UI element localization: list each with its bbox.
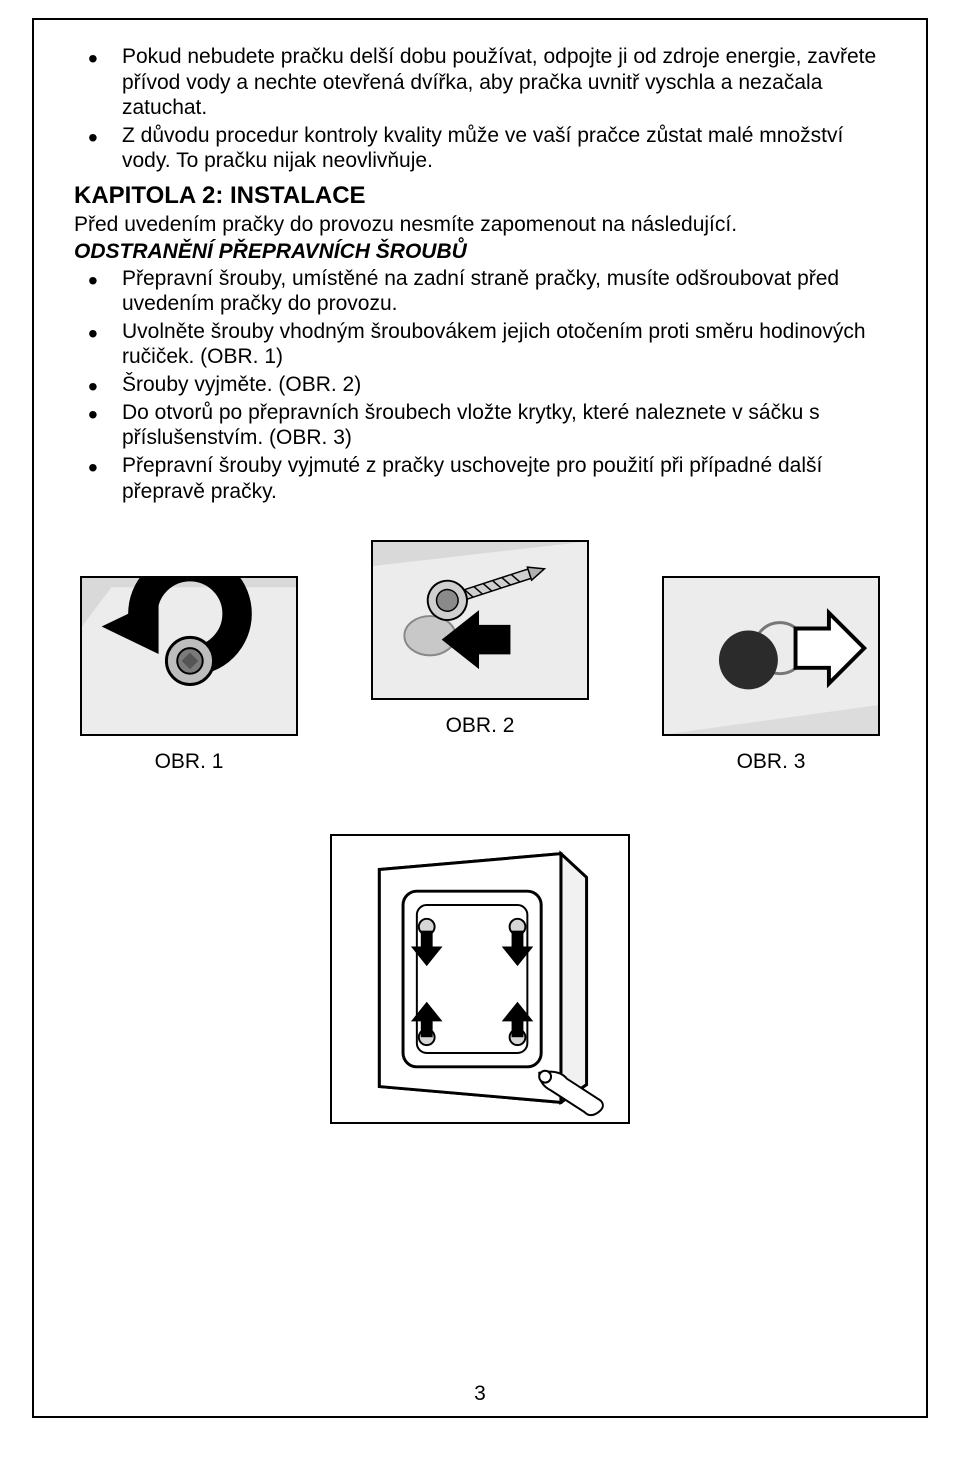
insert-cap-icon — [664, 576, 878, 736]
chapter-intro: Před uvedením pračky do provozu nesmíte … — [74, 212, 886, 238]
chapter-heading: KAPITOLA 2: INSTALACE — [74, 182, 886, 210]
figure-1-caption: OBR. 1 — [155, 750, 224, 774]
bullet-item: Šrouby vyjměte. (OBR. 2) — [74, 372, 886, 398]
bullet-list-sub: Přepravní šrouby, umístěné na zadní stra… — [74, 266, 886, 504]
washer-back-icon — [332, 834, 628, 1124]
figure-1: OBR. 1 — [80, 576, 298, 774]
bullet-item: Uvolněte šrouby vhodným šroubovákem jeji… — [74, 319, 886, 370]
document-page: Pokud nebudete pračku delší dobu používa… — [32, 18, 928, 1418]
figures-row: OBR. 1 — [74, 540, 886, 774]
section-subheading: ODSTRANĚNÍ PŘEPRAVNÍCH ŠROUBŮ — [74, 240, 886, 264]
unscrew-icon — [82, 576, 296, 736]
figure-2: OBR. 2 — [371, 540, 589, 752]
bullet-list-top: Pokud nebudete pračku delší dobu používa… — [74, 44, 886, 174]
figure-bottom — [74, 834, 886, 1124]
bullet-item: Přepravní šrouby vyjmuté z pračky uschov… — [74, 453, 886, 504]
figure-3: OBR. 3 — [662, 576, 880, 774]
bullet-item: Z důvodu procedur kontroly kvality může … — [74, 123, 886, 174]
figure-3-caption: OBR. 3 — [737, 750, 806, 774]
bullet-item: Do otvorů po přepravních šroubech vložte… — [74, 400, 886, 451]
figure-2-caption: OBR. 2 — [446, 714, 515, 738]
figure-2-image — [371, 540, 589, 700]
page-number: 3 — [34, 1382, 926, 1406]
remove-bolt-icon — [373, 540, 587, 700]
bullet-item: Pokud nebudete pračku delší dobu používa… — [74, 44, 886, 121]
figure-1-image — [80, 576, 298, 736]
figure-3-image — [662, 576, 880, 736]
figure-bottom-image — [330, 834, 630, 1124]
bullet-item: Přepravní šrouby, umístěné na zadní stra… — [74, 266, 886, 317]
